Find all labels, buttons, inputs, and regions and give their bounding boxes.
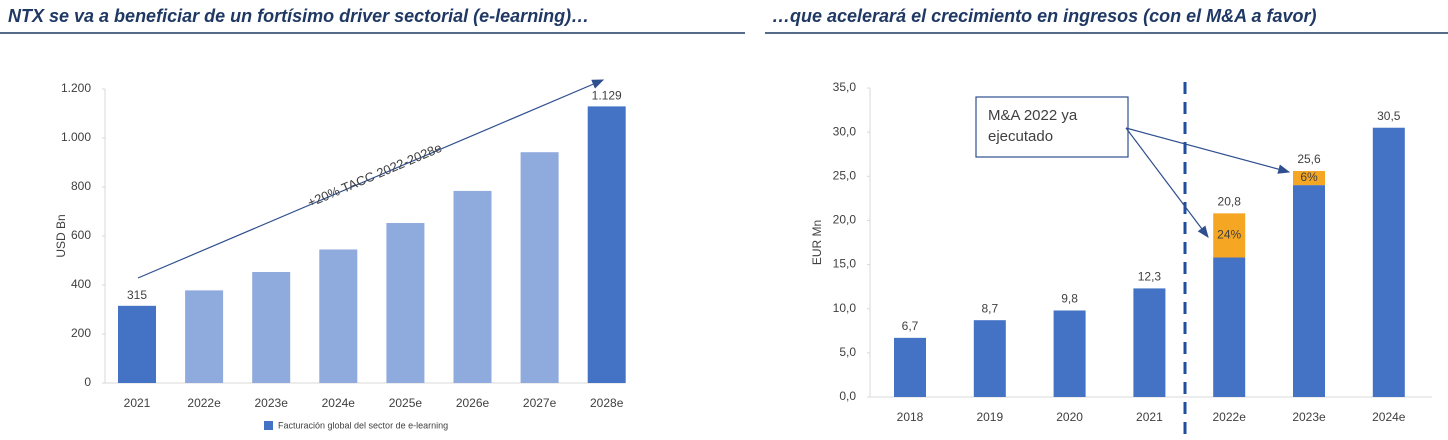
y-tick-label: 15,0 — [833, 257, 857, 271]
value-label: 315 — [127, 288, 147, 302]
bar — [386, 223, 425, 383]
x-tick-label: 2020 — [1056, 410, 1083, 424]
x-tick-label: 2023e — [255, 396, 289, 410]
y-tick-label: 30,0 — [833, 124, 857, 138]
total-label: 30,5 — [1377, 109, 1401, 123]
bar — [185, 290, 224, 383]
bar-segment — [1133, 288, 1166, 397]
bar-segment — [1372, 127, 1405, 397]
bar-segment — [1293, 170, 1325, 186]
segment-label: 24% — [1217, 228, 1241, 242]
right-title: …que acelerará el crecimiento en ingreso… — [772, 6, 1317, 26]
y-tick-label: 20,0 — [833, 213, 857, 227]
bar — [587, 106, 626, 384]
bar — [118, 305, 156, 383]
legend-label: Facturación global del sector de e-learn… — [278, 420, 448, 430]
x-tick-label: 2022e — [187, 396, 221, 410]
y-tick-label: 1.000 — [61, 130, 91, 144]
bar-segment — [894, 337, 926, 397]
total-label: 8,7 — [981, 301, 998, 315]
total-label: 25,6 — [1297, 152, 1321, 166]
value-label: 1.129 — [592, 89, 622, 103]
callout-text: M&A 2022 ya — [988, 107, 1078, 124]
total-label: 20,8 — [1218, 195, 1242, 209]
x-tick-label: 2023e — [1292, 410, 1326, 424]
x-tick-label: 2024e — [322, 396, 356, 410]
x-tick-label: 2021 — [1136, 410, 1163, 424]
trend-arrow — [137, 79, 605, 279]
callout-box — [975, 96, 1129, 158]
x-tick-label: 2027e — [523, 396, 557, 410]
y-axis-label: USD Bn — [54, 214, 68, 257]
y-tick-label: 10,0 — [833, 301, 857, 315]
bar-segment — [1213, 257, 1246, 397]
bar — [520, 152, 559, 383]
x-tick-label: 2026e — [456, 396, 490, 410]
y-tick-label: 0,0 — [839, 389, 856, 403]
y-tick-label: 400 — [71, 277, 91, 291]
total-label: 9,8 — [1061, 292, 1078, 306]
x-tick-label: 2022e — [1213, 410, 1247, 424]
x-tick-label: 2024e — [1372, 410, 1406, 424]
y-tick-label: 35,0 — [833, 80, 857, 94]
bar — [252, 272, 291, 383]
y-tick-label: 25,0 — [833, 168, 857, 182]
y-tick-label: 1.200 — [61, 81, 91, 95]
y-tick-label: 0 — [84, 375, 91, 389]
bar-segment — [1293, 185, 1325, 397]
x-tick-label: 2019 — [976, 410, 1003, 424]
left-title: NTX se va a beneficiar de un fortísimo d… — [8, 6, 589, 26]
total-label: 6,7 — [902, 319, 919, 333]
segment-label: 6% — [1300, 170, 1318, 184]
bar-segment — [973, 320, 1006, 397]
callout-arrow — [1125, 127, 1291, 174]
callout-text: ejecutado — [988, 128, 1053, 145]
total-label: 12,3 — [1138, 270, 1162, 284]
legend-swatch — [264, 421, 273, 430]
bar-segment — [1053, 310, 1086, 397]
x-tick-label: 2021 — [124, 396, 151, 410]
x-tick-label: 2025e — [389, 396, 423, 410]
y-tick-label: 600 — [71, 228, 91, 242]
x-tick-label: 2018 — [897, 410, 924, 424]
callout-arrow — [1125, 127, 1209, 238]
y-tick-label: 200 — [71, 326, 91, 340]
bar — [453, 190, 492, 383]
bar — [319, 249, 358, 383]
x-tick-label: 2028e — [590, 396, 624, 410]
y-tick-label: 800 — [71, 179, 91, 193]
y-axis-label: EUR Mn — [810, 220, 824, 265]
bar-segment — [1213, 213, 1246, 258]
y-tick-label: 5,0 — [839, 345, 856, 359]
annotation: +20% TACC 2022-2028e — [305, 140, 444, 210]
